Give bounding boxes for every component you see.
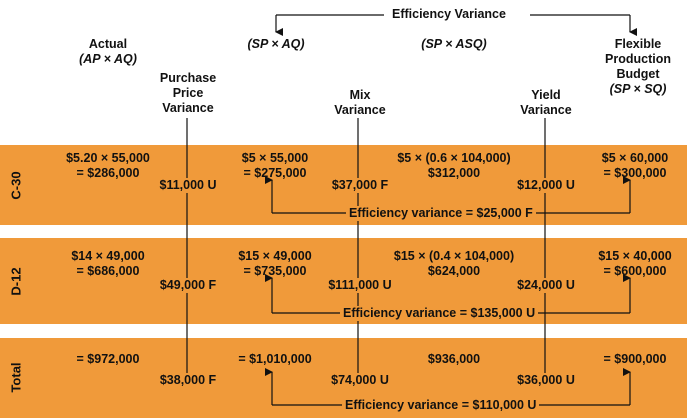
total-sp-asq: $936,000 bbox=[427, 352, 481, 366]
c30-actual: $5.20 × 55,000 = $286,000 bbox=[66, 151, 150, 180]
total-actual: = $972,000 bbox=[76, 352, 140, 366]
d12-yield-variance: $24,000 U bbox=[506, 278, 586, 293]
total-yield-variance: $36,000 U bbox=[506, 373, 586, 388]
c30-sp-aq: $5 × 55,000 = $275,000 bbox=[241, 151, 309, 180]
header-yield-variance: Yield Variance bbox=[520, 88, 572, 117]
d12-price-variance: $49,000 F bbox=[148, 278, 228, 293]
header-flexible-budget: Flexible Production Budget (SP × SQ) bbox=[605, 37, 671, 96]
d12-efficiency-variance: Efficiency variance = $135,000 U bbox=[340, 306, 539, 321]
c30-efficiency-variance: Efficiency variance = $25,000 F bbox=[346, 206, 536, 221]
c30-price-variance: $11,000 U bbox=[148, 178, 228, 193]
header-sp-asq: (SP × ASQ) bbox=[421, 37, 487, 51]
total-flexible: = $900,000 bbox=[603, 352, 667, 366]
c30-flexible: $5 × 60,000 = $300,000 bbox=[601, 151, 669, 180]
total-price-variance: $38,000 F bbox=[148, 373, 228, 388]
total-mix-variance: $74,000 U bbox=[322, 373, 398, 388]
header-mix-variance: Mix Variance bbox=[334, 88, 386, 117]
d12-sp-asq: $15 × (0.4 × 104,000) $624,000 bbox=[393, 249, 515, 278]
d12-mix-variance: $111,000 U bbox=[318, 278, 402, 293]
header-actual: Actual (AP × AQ) bbox=[79, 37, 137, 66]
total-sp-aq: = $1,010,000 bbox=[238, 352, 312, 366]
c30-mix-variance: $37,000 F bbox=[322, 178, 398, 193]
top-efficiency-label: Efficiency Variance bbox=[386, 7, 512, 21]
row-label-total: Total bbox=[8, 362, 24, 393]
total-efficiency-variance: Efficiency variance = $110,000 U bbox=[342, 398, 540, 413]
d12-flexible: $15 × 40,000 = $600,000 bbox=[598, 249, 672, 278]
c30-sp-asq: $5 × (0.6 × 104,000) $312,000 bbox=[397, 151, 511, 180]
d12-sp-aq: $15 × 49,000 = $735,000 bbox=[238, 249, 312, 278]
d12-actual: $14 × 49,000 = $686,000 bbox=[71, 249, 145, 278]
header-sp-aq: (SP × AQ) bbox=[247, 37, 305, 51]
c30-yield-variance: $12,000 U bbox=[506, 178, 586, 193]
row-label-c30: C-30 bbox=[8, 171, 24, 200]
row-label-d12: D-12 bbox=[8, 267, 24, 296]
header-price-variance: Purchase Price Variance bbox=[159, 71, 217, 115]
